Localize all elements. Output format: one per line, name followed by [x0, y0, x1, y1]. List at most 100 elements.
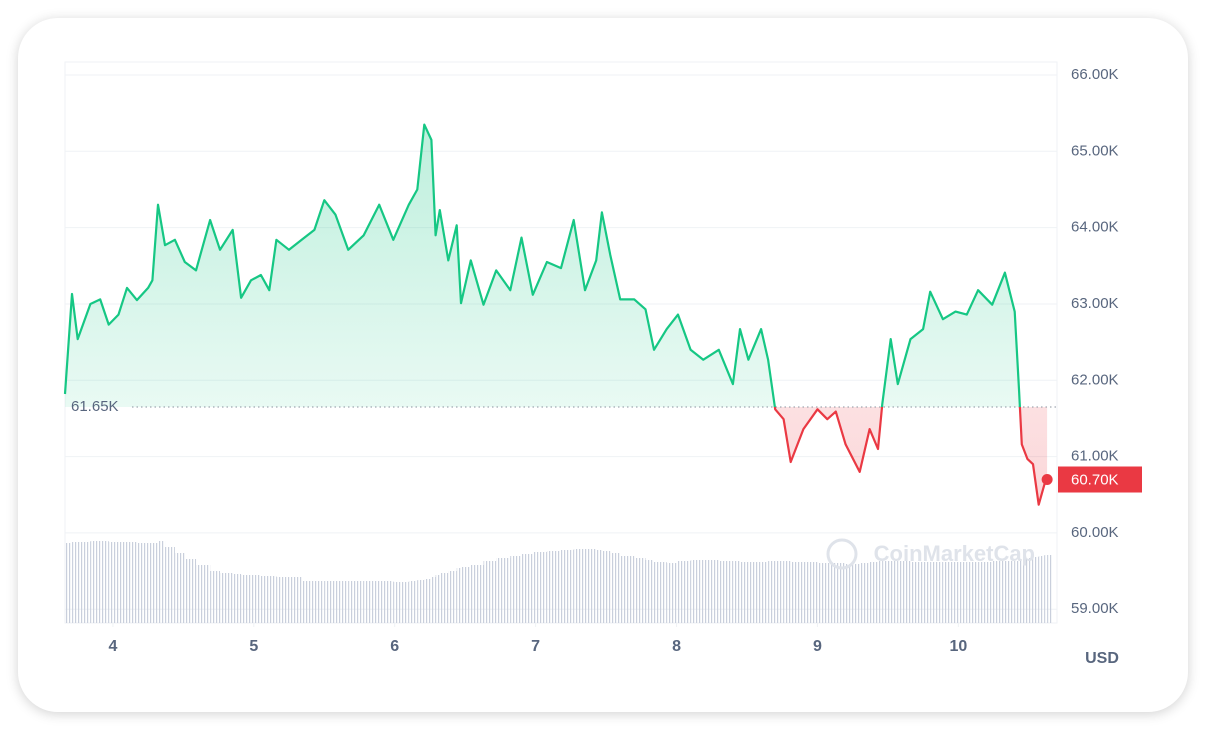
volume-bar: [363, 581, 380, 623]
x-tick-label: 7: [531, 638, 540, 655]
volume-bar: [184, 559, 197, 623]
volume-bar: [1047, 555, 1052, 623]
volume-bar: [424, 579, 432, 623]
volume-bar: [269, 576, 277, 623]
volume-bar: [232, 574, 242, 623]
volume-bar: [817, 563, 828, 623]
volume-bar: [1018, 560, 1022, 623]
x-tick-label: 10: [949, 638, 967, 655]
volume-bar: [1021, 559, 1028, 623]
volume-bar: [890, 561, 898, 623]
volume-bar: [1044, 555, 1048, 623]
area-up: [65, 124, 1020, 407]
volume-bar: [1027, 558, 1034, 623]
volume-bar: [136, 543, 149, 623]
volume-bar: [77, 542, 91, 623]
volume-bar: [748, 562, 762, 623]
volume-bar: [869, 562, 879, 623]
volume-bar: [532, 552, 547, 623]
volume-bar: [803, 562, 818, 623]
volume-bar: [882, 561, 891, 623]
volume-bar: [845, 564, 860, 623]
x-tick-label: 8: [672, 638, 681, 655]
volume-bar: [241, 575, 251, 623]
volume-bar: [955, 562, 967, 623]
volume-bar: [90, 541, 101, 623]
volume-bar: [65, 543, 73, 623]
volume-bar: [768, 561, 776, 623]
y-tick-label: 66.00K: [1071, 66, 1119, 83]
volume-bar: [546, 551, 561, 623]
volume-bar: [196, 565, 211, 623]
volume-bar: [1033, 557, 1039, 623]
volume-bar: [739, 562, 749, 623]
volume-bar: [561, 550, 574, 623]
volume-bar: [158, 541, 166, 623]
volume-bar: [483, 561, 497, 623]
y-tick-label: 61.00K: [1071, 448, 1119, 465]
volume-bar: [72, 542, 78, 623]
watermark-logo: [826, 538, 858, 570]
volume-bar: [108, 542, 119, 623]
volume-bar: [677, 561, 691, 623]
last-price-label: 60.70K: [1071, 471, 1119, 488]
volume-bar: [761, 562, 769, 623]
volume-bar: [601, 551, 611, 623]
volume-bar: [978, 562, 993, 623]
volume-bar: [100, 541, 109, 623]
volume-bar: [379, 581, 394, 623]
volume-bar: [148, 543, 153, 623]
volume-bar: [666, 563, 678, 623]
volume-bar: [790, 562, 804, 623]
volume-bar: [910, 562, 924, 623]
volume-bar: [496, 558, 511, 623]
volume-bar: [732, 561, 740, 623]
volume-bar: [210, 571, 220, 623]
volume-bar: [127, 542, 137, 623]
volume-bar: [220, 573, 233, 623]
price-line: [63, 123, 1021, 407]
volume-bar: [942, 562, 956, 623]
volume-bar: [573, 549, 585, 623]
volume-bar: [165, 547, 175, 623]
volume-bar: [456, 568, 461, 623]
volume-bar: [783, 561, 791, 623]
volume-bar: [859, 563, 870, 623]
volume-bar: [923, 562, 931, 623]
volume-bar: [610, 553, 621, 623]
volume-bar: [1004, 561, 1015, 623]
x-tick-label: 4: [108, 638, 117, 655]
currency-label: USD: [1085, 650, 1119, 667]
x-tick-label: 6: [390, 638, 399, 655]
volume-bar: [417, 580, 425, 623]
volume-bar: [118, 542, 127, 623]
volume-bar: [289, 577, 302, 623]
volume-bar: [620, 556, 635, 623]
volume-bar: [335, 581, 349, 623]
volume-bar: [448, 571, 457, 623]
last-price-box: [1058, 466, 1142, 493]
volume-bar: [690, 560, 704, 623]
volume-bar: [521, 554, 533, 623]
y-tick-label: 62.00K: [1071, 371, 1119, 388]
y-tick-label: 59.00K: [1071, 600, 1119, 617]
y-tick-label: 60.00K: [1071, 524, 1119, 541]
volume-bar: [510, 556, 522, 623]
volume-bar: [439, 573, 449, 623]
volume-bar: [435, 575, 440, 623]
volume-bar: [775, 561, 784, 623]
volume-bar: [314, 581, 325, 623]
volume-bar: [596, 550, 602, 623]
volume-bar: [431, 577, 436, 623]
volume-bar: [324, 581, 336, 623]
y-tick-label: 64.00K: [1071, 219, 1119, 236]
watermark: CoinMarketCap: [874, 541, 1035, 566]
volume-bar: [654, 562, 667, 623]
volume-bar: [301, 581, 315, 623]
volume-bar: [276, 577, 290, 623]
y-tick-label: 63.00K: [1071, 295, 1119, 312]
volume-bar: [930, 562, 943, 623]
reference-label: 61.65K: [71, 398, 119, 415]
volume-bar: [966, 562, 979, 623]
